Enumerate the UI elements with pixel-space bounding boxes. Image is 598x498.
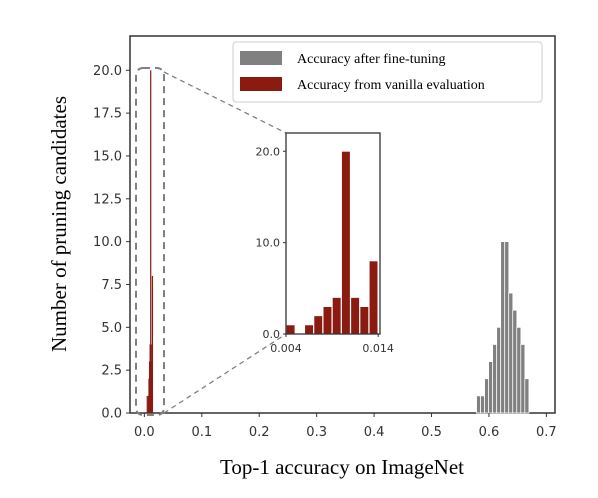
y-tick-label: 15.0	[93, 149, 122, 164]
y-tick-label: 5.0	[101, 321, 122, 336]
x-tick-label: 0.1	[191, 425, 212, 440]
fine-tuning-bar	[501, 242, 505, 413]
fine-tuning-bar	[521, 344, 525, 413]
x-tick-label: 0.4	[364, 425, 385, 440]
x-tick-label: 0.5	[421, 425, 442, 440]
inset-vanilla-bar	[305, 325, 314, 334]
inset-vanilla-bar	[323, 307, 332, 334]
zoom-connector-bottom	[164, 334, 286, 413]
inset-y-tick-label: 20.0	[256, 145, 281, 158]
inset-vanilla-bar	[286, 325, 295, 334]
x-axis-label: Top-1 accuracy on ImageNet	[220, 455, 464, 479]
inset-vanilla-bar	[360, 307, 369, 334]
y-axis-label: Number of pruning candidates	[47, 96, 71, 352]
x-tick-label: 0.0	[134, 425, 155, 440]
x-tick-label: 0.2	[249, 425, 270, 440]
inset-vanilla-bar	[351, 297, 360, 334]
fine-tuning-bar	[517, 327, 521, 413]
inset-vanilla-bar	[369, 261, 378, 334]
inset-x-tick-label: 0.004	[270, 342, 302, 355]
fine-tuning-bar	[481, 396, 485, 413]
y-tick-label: 2.5	[101, 364, 122, 379]
inset-vanilla-bar	[332, 297, 341, 334]
y-tick-label: 10.0	[93, 235, 122, 250]
x-tick-labels: 0.0 0.1 0.2 0.3 0.4 0.5 0.6 0.7	[134, 413, 557, 440]
x-tick-label: 0.3	[306, 425, 327, 440]
y-tick-label: 0.0	[101, 407, 122, 422]
y-tick-label: 7.5	[101, 278, 122, 293]
fine-tuning-bar	[505, 242, 509, 413]
inset-vanilla-bar	[342, 151, 351, 334]
vanilla-bar	[147, 396, 148, 413]
legend: Accuracy after fine-tuning Accuracy from…	[233, 42, 542, 102]
fine-tuning-bar	[509, 293, 513, 413]
inset-x-tick-labels: 0.004 0.014	[270, 334, 394, 355]
y-tick-labels: 0.0 2.5 5.0 7.5 10.0 12.5 15.0 17.5 20.0	[93, 64, 130, 422]
fine-tuning-bar	[525, 379, 529, 413]
y-tick-label: 17.5	[93, 107, 122, 122]
legend-swatch-fine-tuning	[240, 51, 282, 65]
fine-tuning-bar	[513, 310, 517, 413]
vanilla-bar	[152, 276, 153, 413]
inset-vanilla-bar	[314, 316, 323, 334]
legend-swatch-vanilla	[240, 77, 282, 91]
inset-y-tick-label: 10.0	[256, 237, 281, 250]
legend-label-fine-tuning: Accuracy after fine-tuning	[297, 52, 445, 67]
inset-x-tick-label: 0.014	[362, 342, 394, 355]
x-tick-label: 0.7	[536, 425, 557, 440]
x-tick-label: 0.6	[479, 425, 500, 440]
fine-tuning-bar	[493, 344, 497, 413]
fine-tuning-bar	[485, 379, 489, 413]
inset-y-tick-label: 0.0	[263, 328, 281, 341]
y-tick-label: 12.5	[93, 192, 122, 207]
fine-tuning-bar	[497, 327, 501, 413]
fine-tuning-bar	[489, 362, 493, 413]
legend-label-vanilla: Accuracy from vanilla evaluation	[297, 78, 485, 93]
y-tick-label: 20.0	[93, 64, 122, 79]
inset-y-tick-labels: 0.0 10.0 20.0	[256, 145, 287, 341]
fine-tuning-bar	[477, 396, 481, 413]
